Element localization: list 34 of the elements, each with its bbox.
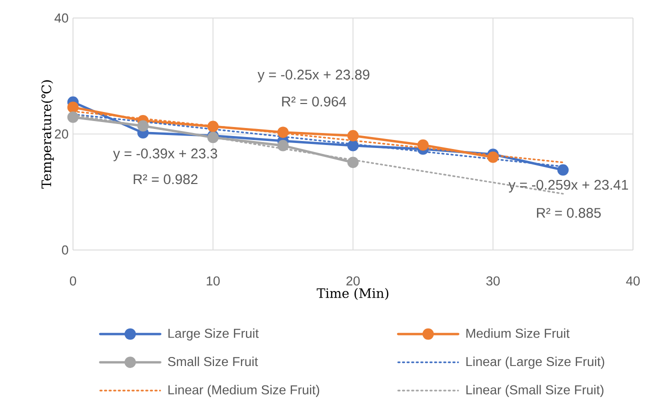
y-tick-label: 0 xyxy=(62,245,68,255)
legend-label: Small Size Fruit xyxy=(168,356,258,366)
point xyxy=(277,140,289,152)
annotation: R² = 0.964 xyxy=(282,96,346,106)
x-tick-label: 0 xyxy=(70,276,76,286)
annotation: R² = 0.885 xyxy=(536,208,601,218)
point xyxy=(67,102,79,113)
annotation: y = -0.25x + 23.89 xyxy=(258,70,370,82)
point xyxy=(347,156,359,168)
y-axis-title: Temperature(℃) xyxy=(41,80,54,189)
legend-label: Large Size Fruit xyxy=(168,328,259,340)
point xyxy=(137,120,149,132)
x-tick-label: 20 xyxy=(346,276,360,286)
point xyxy=(557,164,569,176)
legend-label: Linear (Medium Size Fruit) xyxy=(168,384,320,397)
point xyxy=(417,139,429,151)
point xyxy=(347,140,359,152)
x-axis-title: Time (Min) xyxy=(316,288,388,300)
annotation: R² = 0.982 xyxy=(134,174,198,184)
y-tick-label: 40 xyxy=(54,13,68,23)
x-tick-label: 10 xyxy=(206,276,220,286)
y-tick-label: 20 xyxy=(54,129,68,139)
point xyxy=(67,112,79,123)
legend-label: Linear (Small Size Fruit) xyxy=(466,384,604,397)
annotation: y = -0.39x + 23.3 xyxy=(113,148,218,162)
legend-label: Medium Size Fruit xyxy=(466,328,570,338)
x-tick-label: 40 xyxy=(626,276,640,286)
x-tick-label: 30 xyxy=(486,276,500,286)
annotation: y = -0.259x + 23.41 xyxy=(508,180,628,193)
point xyxy=(277,126,289,138)
point xyxy=(487,152,499,163)
legend-label: Linear (Large Size Fruit) xyxy=(466,356,604,369)
point xyxy=(347,130,359,142)
point xyxy=(207,120,219,132)
